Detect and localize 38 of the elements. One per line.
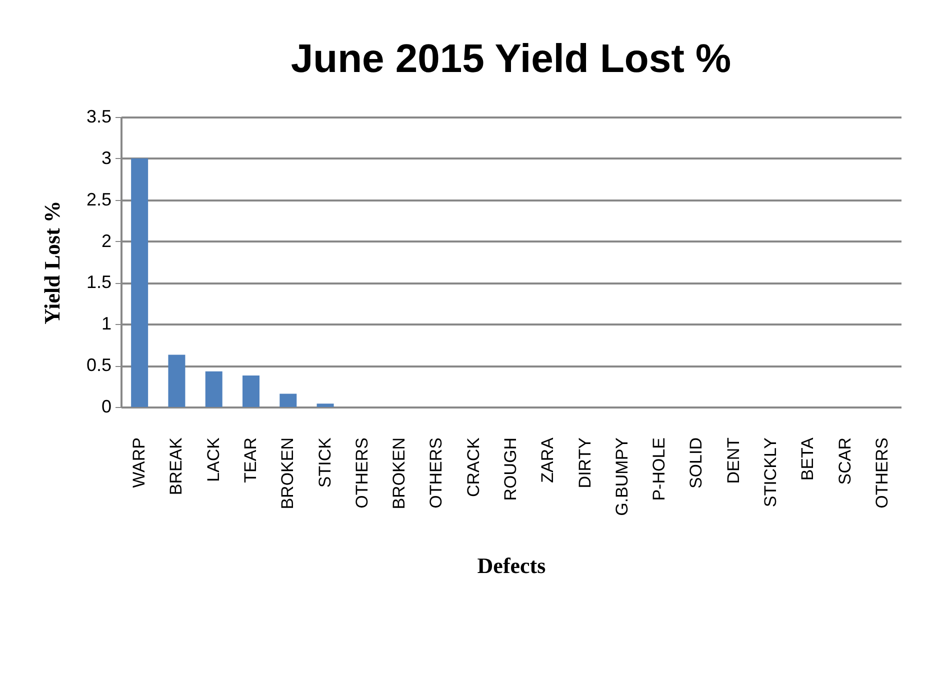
y-tick-label: 2.5 — [86, 189, 112, 210]
y-tick-label: 3 — [101, 148, 112, 168]
x-tick-label: OTHERS — [426, 438, 446, 508]
x-tick-label: SOLID — [686, 438, 706, 489]
x-tick-label: DIRTY — [575, 438, 594, 488]
y-tick-label: 1 — [101, 314, 112, 334]
bar — [280, 394, 297, 407]
x-tick-label: STICKLY — [761, 438, 780, 508]
y-axis-title: Yield Lost % — [39, 200, 64, 324]
x-tick-label: G.BUMPY — [612, 438, 632, 516]
y-tick-label: 0.5 — [86, 355, 112, 376]
x-tick-label: ZARA — [538, 436, 558, 483]
x-tick-label: BETA — [798, 436, 818, 481]
chart-title: June 2015 Yield Lost % — [290, 37, 732, 81]
x-tick-label: CRACK — [464, 436, 483, 498]
bar — [131, 158, 148, 407]
bar — [316, 404, 334, 407]
x-tick-label: BROKEN — [390, 438, 409, 510]
bar — [205, 371, 222, 407]
x-tick-label: LACK — [204, 436, 223, 482]
x-tick-label: ROUGH — [501, 438, 520, 501]
y-tick-label: 1.5 — [86, 272, 112, 292]
x-tick-label: P-HOLE — [650, 438, 669, 501]
x-tick-label: OTHERS — [872, 438, 892, 508]
x-tick-label: BREAK — [166, 436, 186, 496]
x-tick-label: TEAR — [241, 438, 260, 483]
x-tick-label: OTHERS — [352, 438, 372, 508]
bar — [242, 376, 260, 407]
y-tick-label: 0 — [101, 396, 112, 416]
y-tick-label: 2 — [101, 230, 112, 251]
x-tick-label: SCAR — [835, 438, 854, 485]
y-tick-label: 3.5 — [86, 106, 112, 126]
bar — [168, 354, 186, 407]
x-tick-label: STICK — [315, 436, 334, 488]
x-tick-label: WARP — [130, 438, 149, 488]
x-tick-label: BROKEN — [278, 438, 298, 510]
x-axis-title: Defects — [477, 552, 546, 578]
x-tick-label: DENT — [724, 438, 743, 484]
